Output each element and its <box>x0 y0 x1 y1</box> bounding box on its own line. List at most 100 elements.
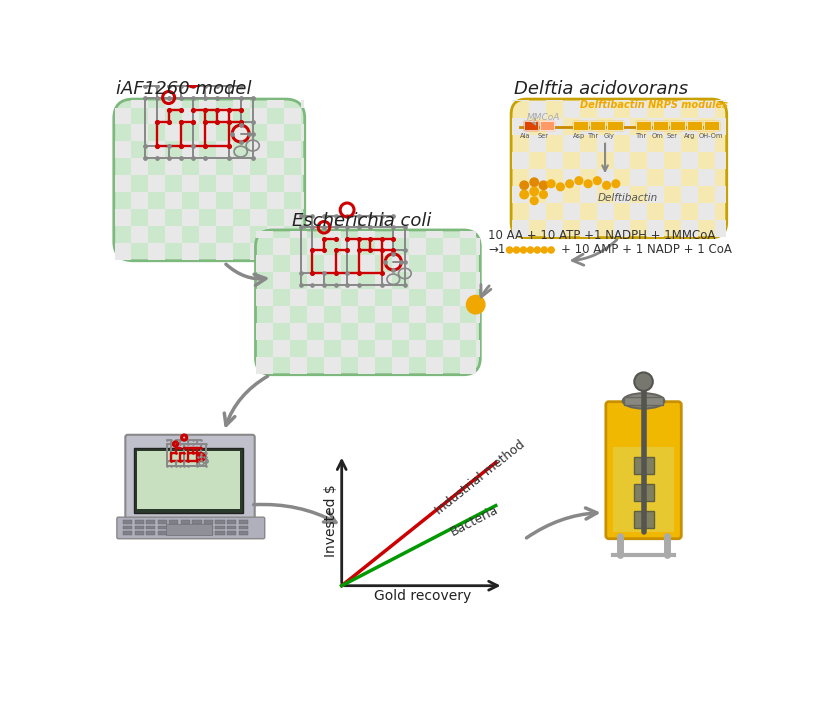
Bar <box>273 239 290 256</box>
Bar <box>131 158 148 175</box>
Bar <box>459 289 476 306</box>
Text: Arg: Arg <box>683 133 695 138</box>
Bar <box>357 231 374 239</box>
Text: + 10 AMP + 1 NADP + 1 CoA: + 10 AMP + 1 NADP + 1 CoA <box>560 243 731 256</box>
Circle shape <box>506 247 512 253</box>
Circle shape <box>513 247 519 253</box>
Circle shape <box>547 247 554 253</box>
Bar <box>267 100 283 107</box>
Bar <box>306 340 324 357</box>
Text: Ser: Ser <box>536 133 548 138</box>
Circle shape <box>565 180 572 187</box>
Bar <box>267 158 283 175</box>
Bar <box>290 289 306 306</box>
Bar <box>652 121 667 130</box>
Bar <box>131 192 148 209</box>
Text: Om: Om <box>650 133 663 138</box>
Bar <box>511 220 528 237</box>
Circle shape <box>529 187 538 196</box>
Bar <box>324 357 341 374</box>
Bar <box>511 152 528 169</box>
Bar <box>301 226 304 243</box>
Bar <box>169 525 179 530</box>
Bar <box>374 239 391 256</box>
Circle shape <box>466 295 484 314</box>
Bar <box>233 158 250 175</box>
Bar <box>256 289 273 306</box>
Bar <box>633 457 653 474</box>
Text: Thr: Thr <box>635 133 646 138</box>
Bar <box>579 119 596 135</box>
Bar <box>169 531 179 535</box>
Bar <box>341 273 357 289</box>
Text: Gly: Gly <box>603 133 613 138</box>
Text: Industrial method: Industrial method <box>432 437 527 517</box>
Bar <box>391 231 408 239</box>
Bar <box>131 100 148 107</box>
Bar <box>540 121 554 130</box>
Bar <box>613 100 630 102</box>
Bar <box>425 357 442 374</box>
Circle shape <box>611 180 619 187</box>
FancyBboxPatch shape <box>117 517 265 539</box>
Bar <box>703 121 718 130</box>
Bar <box>233 226 250 243</box>
Bar <box>663 203 681 220</box>
Text: Invested $: Invested $ <box>324 484 337 557</box>
Bar <box>180 520 190 524</box>
Text: Ser: Ser <box>666 133 676 138</box>
Bar <box>391 256 408 273</box>
Bar <box>357 256 374 273</box>
Circle shape <box>520 247 526 253</box>
Bar <box>459 323 476 340</box>
Bar <box>476 239 479 256</box>
Bar <box>630 169 647 186</box>
Bar <box>273 273 290 289</box>
Bar <box>613 186 630 203</box>
Circle shape <box>519 190 527 199</box>
Text: iAF1260 model: iAF1260 model <box>116 80 251 99</box>
Bar <box>596 169 613 186</box>
Bar <box>511 100 528 102</box>
Bar <box>630 135 647 152</box>
Bar <box>227 520 236 524</box>
Bar <box>596 203 613 220</box>
Bar <box>227 531 236 535</box>
Bar <box>425 231 442 239</box>
Bar <box>199 100 216 107</box>
Circle shape <box>519 181 527 190</box>
Bar <box>273 306 290 323</box>
Bar <box>148 107 165 124</box>
Bar <box>663 169 681 186</box>
Bar <box>324 256 341 273</box>
Bar <box>233 124 250 141</box>
Bar <box>476 340 479 357</box>
Bar <box>182 175 199 192</box>
Bar <box>562 135 579 152</box>
Bar <box>596 102 613 119</box>
Bar <box>686 121 701 130</box>
Bar <box>134 531 143 535</box>
Bar <box>148 141 165 158</box>
Bar <box>391 323 408 340</box>
Bar <box>267 226 283 243</box>
Bar <box>613 152 630 169</box>
Bar <box>647 119 663 135</box>
Bar <box>442 239 459 256</box>
Bar <box>523 121 537 130</box>
Bar <box>545 119 562 135</box>
Bar <box>137 451 240 510</box>
Bar <box>408 239 425 256</box>
Bar <box>199 226 216 243</box>
Bar <box>182 107 199 124</box>
Bar <box>686 121 701 130</box>
Bar <box>652 121 667 130</box>
Bar <box>227 525 236 530</box>
Circle shape <box>546 180 554 187</box>
Bar <box>579 220 596 237</box>
Bar <box>442 340 459 357</box>
Bar <box>115 243 131 260</box>
Bar <box>180 525 190 530</box>
Bar <box>623 397 662 405</box>
Bar <box>290 323 306 340</box>
